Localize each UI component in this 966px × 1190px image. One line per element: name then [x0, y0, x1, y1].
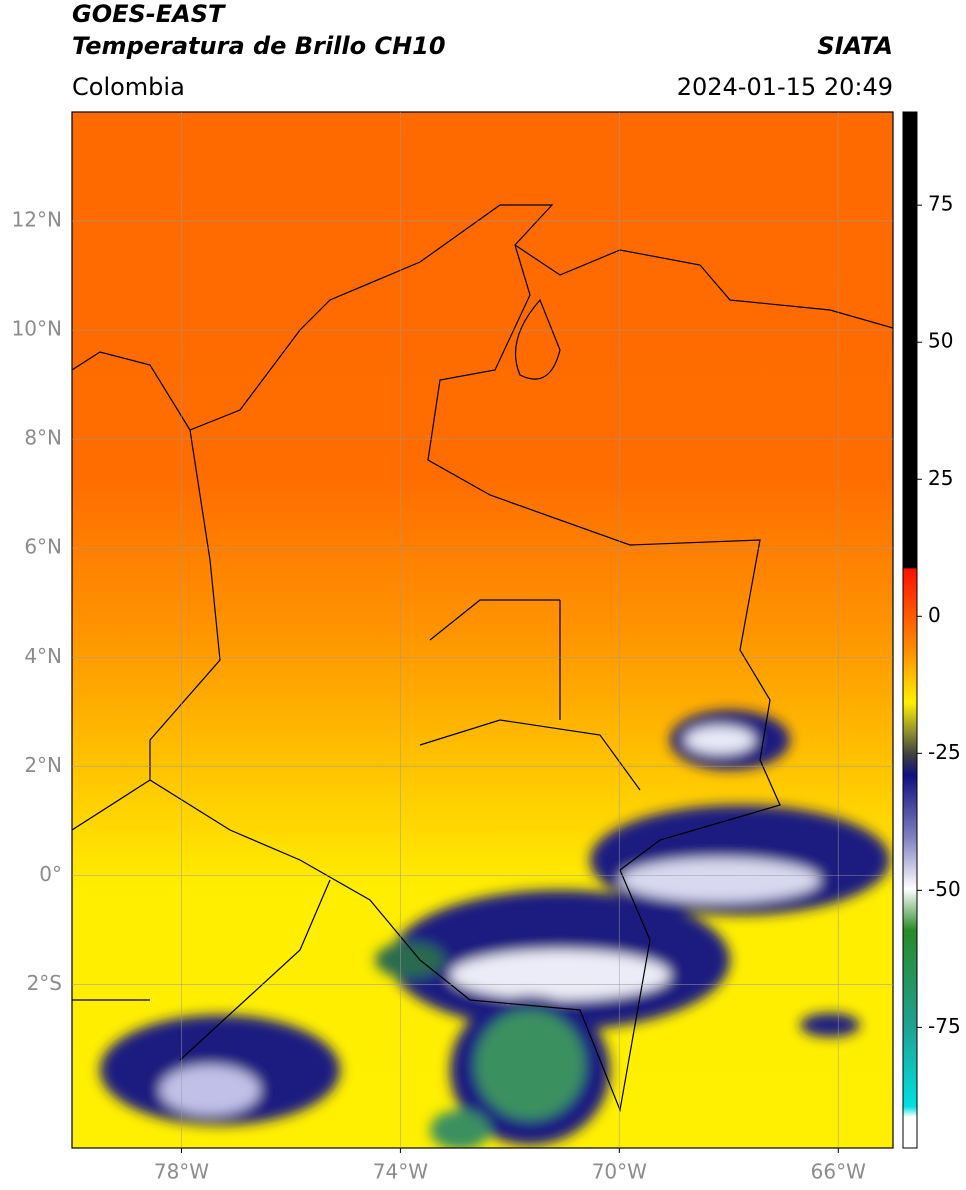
- region: Colombia: [72, 73, 185, 101]
- lon-tick-label: 70°W: [592, 1160, 647, 1184]
- datetime: 2024-01-15 20:49: [677, 73, 893, 101]
- lat-tick-label: 4°N: [24, 644, 62, 668]
- lat-tick-label: 0°: [39, 862, 62, 886]
- source: SIATA: [817, 32, 893, 60]
- lat-tick-label: 6°N: [24, 535, 62, 559]
- lon-tick-label: 66°W: [811, 1160, 866, 1184]
- lon-tick-label: 74°W: [373, 1160, 428, 1184]
- colorbar: [902, 111, 918, 1149]
- colorbar-tick-label: 50: [928, 329, 953, 353]
- colorbar-tick-label: -25: [928, 740, 961, 764]
- map-frame: [71, 111, 894, 1149]
- lat-tick-label: 8°N: [24, 426, 62, 450]
- title: GOES-EAST: [72, 0, 226, 28]
- lon-tick-label: 78°W: [154, 1160, 209, 1184]
- lat-tick-label: 2°S: [27, 971, 62, 995]
- colorbar-tick-label: -50: [928, 877, 961, 901]
- colorbar-tick-label: 0: [928, 603, 941, 627]
- colorbar-tick-label: 25: [928, 466, 953, 490]
- lat-tick-label: 12°N: [12, 208, 62, 232]
- lat-tick-label: 10°N: [12, 317, 62, 341]
- map-image: [72, 112, 893, 1148]
- colorbar-tick-label: 75: [928, 192, 953, 216]
- lat-tick-label: 2°N: [24, 753, 62, 777]
- colorbar-tick-label: -75: [928, 1014, 961, 1038]
- subtitle: Temperatura de Brillo CH10: [72, 32, 446, 60]
